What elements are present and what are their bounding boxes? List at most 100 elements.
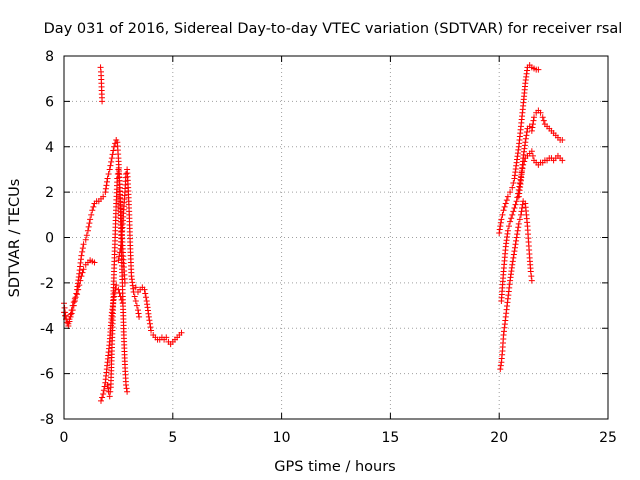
data-point bbox=[509, 258, 516, 265]
data-point bbox=[509, 184, 516, 191]
data-point bbox=[82, 236, 89, 243]
data-point bbox=[124, 388, 131, 395]
data-point bbox=[528, 273, 535, 280]
y-tick-label: -8 bbox=[40, 412, 54, 428]
data-point bbox=[511, 248, 518, 255]
data-point bbox=[103, 178, 110, 185]
data-point bbox=[142, 290, 149, 297]
data-point bbox=[104, 381, 111, 388]
data-point bbox=[512, 201, 519, 208]
data-point bbox=[504, 193, 511, 200]
axis-ticks: 0 5 10 15 20 25 -8 -6 -4 -2 0 2 4 6 8 bbox=[40, 49, 617, 446]
data-point bbox=[89, 207, 96, 214]
data-point bbox=[530, 117, 537, 124]
data-point bbox=[146, 317, 153, 324]
data-point bbox=[131, 293, 138, 300]
data-point bbox=[511, 205, 518, 212]
data-point bbox=[116, 290, 123, 297]
data-point bbox=[507, 218, 514, 225]
data-point bbox=[559, 136, 566, 143]
data-point bbox=[146, 320, 153, 327]
data-point bbox=[114, 170, 121, 177]
data-point bbox=[80, 266, 87, 273]
data-point bbox=[86, 220, 93, 227]
data-point bbox=[109, 151, 116, 158]
data-point bbox=[559, 157, 566, 164]
y-tick-label: 0 bbox=[45, 231, 54, 247]
data-point bbox=[111, 143, 118, 150]
data-point bbox=[513, 237, 520, 244]
data-point bbox=[539, 114, 546, 121]
data-point bbox=[501, 203, 508, 210]
data-point bbox=[529, 121, 536, 128]
data-point bbox=[77, 277, 84, 284]
data-point bbox=[528, 148, 535, 155]
data-point bbox=[123, 381, 130, 388]
data-point bbox=[99, 98, 106, 105]
data-point bbox=[178, 329, 185, 336]
data-point bbox=[505, 223, 512, 230]
data-point bbox=[85, 223, 92, 230]
data-point bbox=[106, 393, 113, 400]
data-point bbox=[522, 139, 529, 146]
grid bbox=[64, 56, 608, 419]
data-point bbox=[511, 244, 518, 251]
data-point bbox=[75, 286, 82, 293]
chart-title: Day 031 of 2016, Sidereal Day-to-day VTE… bbox=[44, 21, 623, 37]
data-point bbox=[519, 205, 526, 212]
data-point bbox=[136, 313, 143, 320]
data-point bbox=[79, 248, 86, 255]
data-point bbox=[510, 180, 517, 187]
data-point bbox=[100, 193, 107, 200]
data-point bbox=[132, 284, 139, 291]
data-point bbox=[132, 298, 139, 305]
data-point bbox=[540, 117, 547, 124]
x-tick-label: 25 bbox=[599, 430, 617, 446]
data-point bbox=[108, 155, 115, 162]
data-point bbox=[69, 302, 76, 309]
data-point bbox=[513, 198, 520, 205]
data-point bbox=[515, 220, 522, 227]
x-tick-label: 20 bbox=[490, 430, 508, 446]
data-point bbox=[123, 170, 130, 177]
y-tick-label: 8 bbox=[45, 49, 54, 65]
y-tick-label: 2 bbox=[45, 185, 54, 201]
data-point bbox=[515, 224, 522, 231]
data-point bbox=[66, 316, 73, 323]
data-point bbox=[529, 152, 536, 159]
data-point bbox=[528, 127, 535, 134]
data-point bbox=[102, 189, 109, 196]
data-point bbox=[104, 175, 111, 182]
data-point bbox=[133, 302, 140, 309]
data-point bbox=[97, 397, 104, 404]
data-point bbox=[107, 388, 114, 395]
data-point bbox=[537, 109, 544, 116]
data-point bbox=[88, 211, 95, 218]
data-point bbox=[526, 123, 533, 130]
data-point bbox=[508, 215, 515, 222]
data-point bbox=[497, 219, 504, 226]
data-point bbox=[163, 334, 170, 341]
data-point bbox=[62, 312, 69, 319]
data-point bbox=[116, 249, 123, 256]
data-point bbox=[496, 229, 503, 236]
data-point bbox=[141, 286, 148, 293]
data-point bbox=[115, 257, 122, 264]
data-point bbox=[496, 226, 503, 233]
data-point bbox=[134, 307, 141, 314]
data-point bbox=[513, 234, 520, 241]
data-point bbox=[105, 385, 112, 392]
data-point bbox=[519, 201, 526, 208]
x-axis-label: GPS time / hours bbox=[274, 459, 395, 475]
data-point bbox=[107, 162, 114, 169]
data-point bbox=[500, 207, 507, 214]
data-point bbox=[498, 216, 505, 223]
data-point bbox=[522, 135, 529, 142]
data-point bbox=[118, 296, 125, 303]
x-tick-label: 10 bbox=[273, 430, 291, 446]
data-point bbox=[510, 251, 517, 258]
data-point bbox=[99, 394, 106, 401]
y-tick-label: -2 bbox=[40, 276, 54, 292]
data-point bbox=[504, 227, 511, 234]
